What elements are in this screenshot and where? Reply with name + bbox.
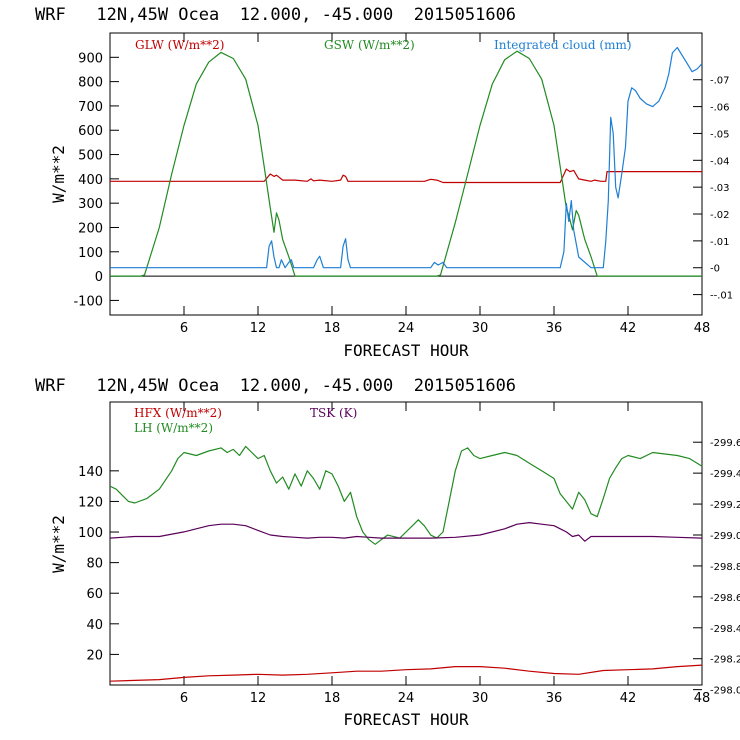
b-y2-tick-label: -299.4 <box>710 469 740 480</box>
b-y2-tick-label: -298.6 <box>710 593 740 604</box>
t-series-integrated <box>110 46 703 269</box>
b-series-tsk <box>109 521 703 542</box>
t-y-tick-label: 0 <box>95 270 103 285</box>
b-series-lh <box>109 445 703 545</box>
bottom-y-axis-label: W/m**2 <box>49 515 68 573</box>
b-y-tick-label: 140 <box>78 465 103 480</box>
b-y2-tick-label: -298.2 <box>710 655 740 666</box>
t-y-tick-label: 700 <box>78 100 103 115</box>
t-y-tick-label: 800 <box>78 76 103 91</box>
t-x-tick-label: 6 <box>180 321 188 336</box>
t-y2-tick-label: -.03 <box>710 183 730 194</box>
t-y2-tick-label: -.02 <box>710 210 730 221</box>
t-x-tick-label: 30 <box>472 321 489 336</box>
b-y2-tick-label: -298.8 <box>710 562 740 573</box>
b-y2-tick-label: -299.6 <box>710 438 740 449</box>
b-y2-tick-label: -298.4 <box>710 624 740 635</box>
b-y-tick-label: 60 <box>86 587 103 602</box>
t-y-tick-label: -100 <box>73 294 103 309</box>
b-x-tick-label: 18 <box>324 691 341 706</box>
t-y2-tick-label: --.01 <box>710 291 733 302</box>
t-x-tick-label: 42 <box>620 321 637 336</box>
t-x-tick-label: 48 <box>694 321 711 336</box>
b-y-tick-label: 40 <box>86 618 103 633</box>
t-y-tick-label: 500 <box>78 149 103 164</box>
t-y-tick-label: 900 <box>78 51 103 66</box>
b-series-hfx <box>109 664 703 682</box>
t-y2-tick-label: -0 <box>710 264 720 275</box>
b-x-tick-label: 12 <box>250 691 267 706</box>
b-x-tick-label: 24 <box>398 691 415 706</box>
t-x-tick-label: 18 <box>324 321 341 336</box>
b-y-tick-label: 100 <box>78 526 103 541</box>
b-x-tick-label: 30 <box>472 691 489 706</box>
top-x-axis-label: FORECAST HOUR <box>343 341 469 360</box>
b-x-tick-label: 36 <box>546 691 563 706</box>
b-y-tick-label: 120 <box>78 495 103 510</box>
b-y-tick-label: 20 <box>86 648 103 663</box>
b-x-tick-label: 6 <box>180 691 188 706</box>
t-y-tick-label: 300 <box>78 197 103 212</box>
legend-tsk: TSK (K) <box>310 406 357 420</box>
t-y-tick-label: 400 <box>78 173 103 188</box>
legend-cloud: Integrated cloud (mm) <box>494 38 632 52</box>
legend-gsw: GSW (W/m**2) <box>324 38 415 52</box>
b-y2-tick-label: -298.0 <box>710 686 740 697</box>
b-x-tick-label: 42 <box>620 691 637 706</box>
t-y2-tick-label: -.05 <box>710 129 730 140</box>
t-x-tick-label: 12 <box>250 321 267 336</box>
top-y-axis-label: W/m**2 <box>49 145 68 203</box>
legend-hfx: HFX (W/m**2) <box>134 406 222 420</box>
top-panel: WRF 12N,45W Ocea 12.000, -45.000 2015051… <box>35 5 733 360</box>
b-y2-tick-label: -299.0 <box>710 531 740 542</box>
t-y-tick-label: 600 <box>78 124 103 139</box>
t-x-tick-label: 24 <box>398 321 415 336</box>
legend-lh: LH (W/m**2) <box>134 421 213 435</box>
bottom-panel-title: WRF 12N,45W Ocea 12.000, -45.000 2015051… <box>35 376 516 396</box>
b-x-tick-label: 48 <box>694 691 711 706</box>
t-series-glw <box>110 168 702 184</box>
t-y-tick-label: 100 <box>78 246 103 261</box>
t-x-tick-label: 36 <box>546 321 563 336</box>
b-y-tick-label: 80 <box>86 557 103 572</box>
b-y2-tick-label: -299.2 <box>710 500 740 511</box>
t-y-tick-label: 200 <box>78 221 103 236</box>
legend-glw: GLW (W/m**2) <box>135 38 224 52</box>
t-y2-tick-label: -.04 <box>710 156 730 167</box>
t-y2-tick-label: -.07 <box>710 76 730 87</box>
bottom-panel: WRF 12N,45W Ocea 12.000, -45.000 2015051… <box>35 376 740 729</box>
t-y2-tick-label: -.01 <box>710 237 730 248</box>
t-series-gsw <box>110 50 702 277</box>
t-y2-tick-label: -.06 <box>710 103 730 114</box>
bottom-x-axis-label: FORECAST HOUR <box>343 710 469 729</box>
top-panel-title: WRF 12N,45W Ocea 12.000, -45.000 2015051… <box>35 5 516 25</box>
